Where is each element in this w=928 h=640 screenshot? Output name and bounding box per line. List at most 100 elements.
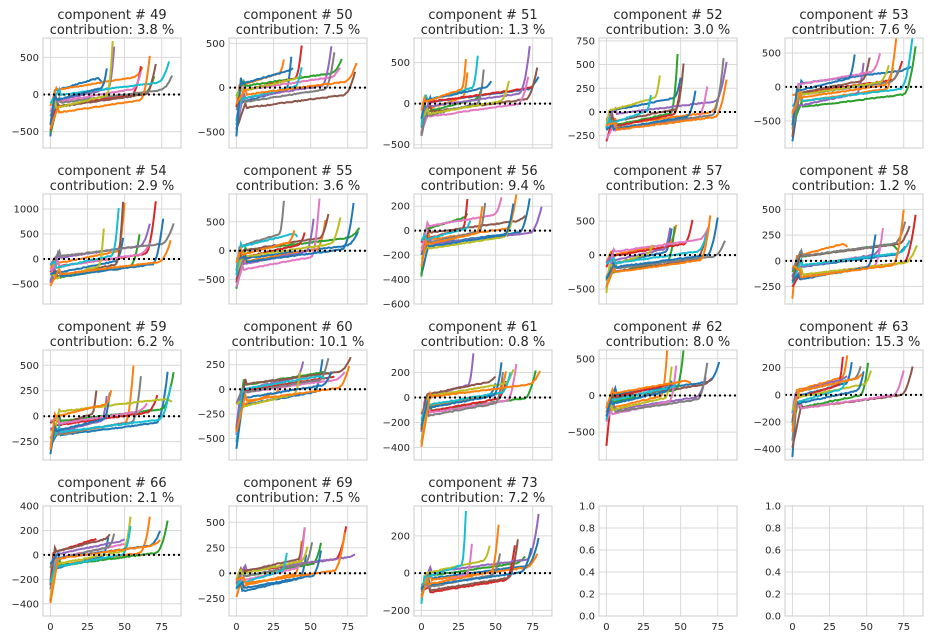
series-line: [49, 55, 151, 130]
series-line: [235, 542, 314, 585]
axes-frame: [413, 505, 553, 617]
x-tick-label: 75: [526, 622, 539, 633]
series-line: [235, 198, 321, 288]
x-tick-label: 75: [711, 622, 724, 633]
series-line: [605, 90, 697, 132]
y-tick-label: −500: [754, 116, 781, 127]
y-tick-label: 0.8: [579, 524, 595, 535]
y-tick-label: 500: [20, 361, 39, 372]
series-line: [420, 537, 540, 596]
series-line: [791, 46, 917, 127]
series-line: [49, 218, 165, 278]
y-tick-label: 250: [206, 360, 225, 371]
y-tick-label: −500: [198, 275, 225, 286]
series-line: [605, 226, 710, 282]
y-tick-label: 200: [391, 202, 410, 213]
y-tick-label: 0: [775, 390, 781, 401]
axes-frame: [598, 193, 738, 305]
y-tick-label: −400: [383, 443, 410, 454]
y-tick-label: 500: [576, 354, 595, 365]
y-tick-label: 0.6: [579, 546, 595, 557]
subplot-subtitle: contribution: 2.9 %: [50, 179, 174, 194]
series-line: [420, 203, 515, 256]
subplot-15: −400 −200 0 200 component # 63contribution: …: [754, 320, 924, 461]
series-line: [420, 202, 487, 245]
y-tick-label: 500: [576, 60, 595, 71]
subplot-subtitle: contribution: 9.4 %: [421, 179, 545, 194]
subplot-title: component # 58: [799, 164, 908, 179]
y-tick-label: 200: [762, 363, 781, 374]
series-line: [605, 366, 673, 416]
series-line: [49, 390, 113, 450]
series-line: [49, 395, 108, 435]
subplot-subtitle: contribution: 10.1 %: [232, 335, 365, 350]
y-tick-label: 500: [391, 58, 410, 69]
series-line: [605, 240, 727, 281]
y-tick-label: 200: [391, 531, 410, 542]
x-tick-label: 75: [897, 622, 910, 633]
subplot-6: −500 0 500 1000 component # 54contribution: …: [12, 164, 182, 305]
subplot-title: component # 52: [613, 8, 722, 23]
y-tick-label: −500: [198, 434, 225, 445]
y-tick-label: −200: [383, 606, 410, 617]
series-line: [791, 53, 881, 119]
y-tick-label: 750: [576, 36, 595, 47]
y-tick-label: 200: [20, 526, 39, 537]
x-tick-label: 50: [860, 622, 873, 633]
y-tick-label: 500: [576, 217, 595, 228]
subplot-subtitle: contribution: 3.8 %: [50, 23, 174, 38]
series-line: [49, 240, 172, 287]
series-line: [49, 525, 132, 583]
series-line: [49, 75, 173, 117]
series-line: [791, 370, 905, 415]
y-tick-label: 400: [20, 502, 39, 513]
series-line: [49, 61, 171, 104]
y-tick-label: 0: [775, 82, 781, 93]
series-line: [49, 223, 175, 267]
y-tick-label: 0: [589, 251, 595, 262]
axes-frame: [42, 349, 182, 461]
subplot-17: −250 0 250 500 0 25 50 75 component # 69contribu…: [198, 476, 368, 633]
series-line: [235, 375, 326, 443]
subplot-title: component # 66: [57, 476, 166, 491]
x-tick-label: 75: [155, 622, 168, 633]
x-tick-label: 25: [81, 622, 94, 633]
subplot-4: −250 0 250 500 750 component # 52contribution…: [568, 8, 738, 149]
y-tick-label: 0: [589, 107, 595, 118]
series-line: [420, 85, 533, 136]
y-tick-label: −200: [383, 251, 410, 262]
y-tick-label: −250: [198, 594, 225, 605]
series-line: [420, 220, 472, 242]
series-line: [791, 378, 847, 424]
series-line: [605, 231, 709, 265]
y-tick-label: 0: [404, 99, 410, 110]
series-line: [420, 215, 527, 255]
series-line: [420, 197, 503, 253]
series-line: [605, 86, 682, 142]
series-line: [236, 531, 346, 585]
series-line: [235, 550, 322, 589]
y-tick-label: 500: [20, 230, 39, 241]
subplot-title: component # 59: [57, 320, 166, 335]
y-tick-label: 500: [762, 48, 781, 59]
series-line: [420, 362, 503, 427]
series-line: [605, 215, 712, 288]
axes-frame: [413, 37, 553, 149]
subplot-title: component # 56: [428, 164, 537, 179]
subplot-title: component # 73: [428, 476, 537, 491]
y-tick-label: 0.4: [579, 568, 595, 579]
y-tick-label: −600: [383, 300, 410, 311]
x-tick-label: 25: [452, 622, 465, 633]
series-line: [49, 237, 125, 282]
y-tick-label: 1.0: [765, 502, 781, 513]
series-line: [420, 45, 531, 119]
x-tick-label: 25: [823, 622, 836, 633]
series-line: [49, 371, 169, 447]
y-tick-label: 0.4: [765, 568, 781, 579]
series-line: [235, 52, 336, 111]
series-line: [420, 375, 497, 430]
